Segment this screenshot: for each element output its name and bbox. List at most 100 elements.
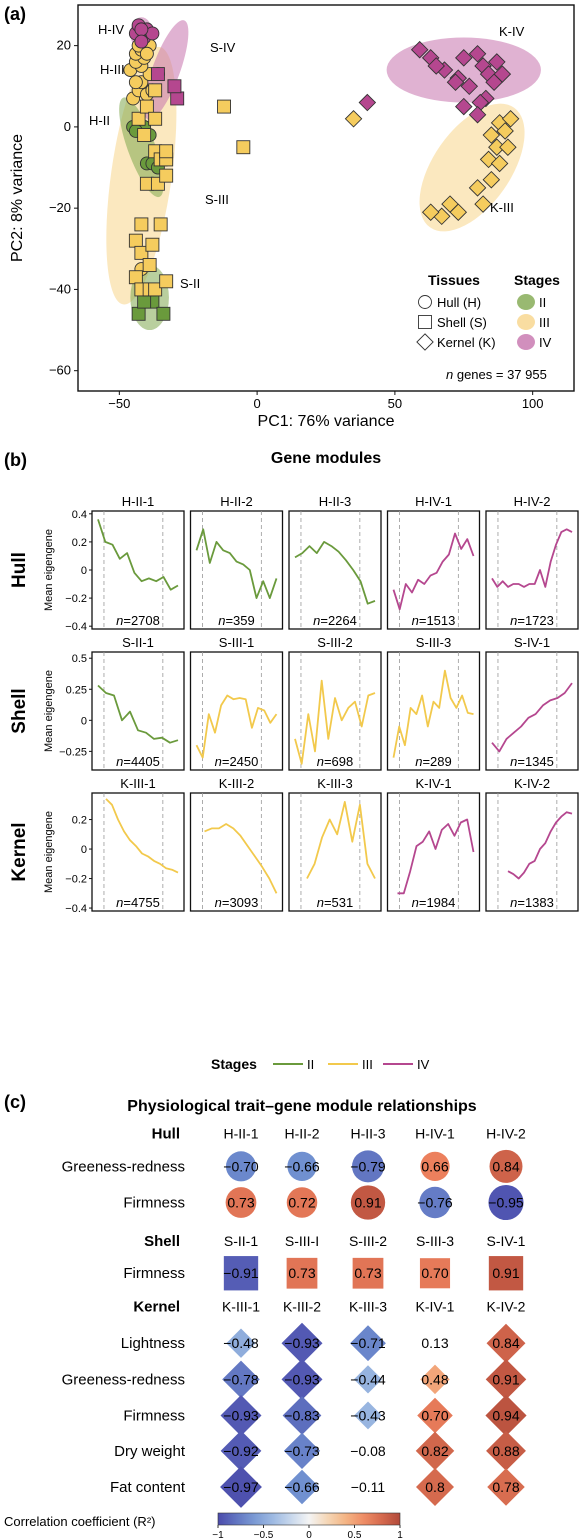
module-column-label: S-II-1 [224, 1233, 258, 1249]
pca-point-shell-II [131, 306, 146, 321]
module-panel-frame [288, 510, 382, 630]
gene-count-n: n [446, 367, 453, 382]
correlation-matrix: Hull H-II-1 H-II-2 H-II-3 H-IV-1 H-IV-2 Greene… [62, 1125, 527, 1508]
pca-point-shell-III [128, 233, 143, 248]
legend-circle-icon [418, 295, 432, 309]
pca-point-kernel-IV [455, 97, 473, 116]
module-title: S-III-2 [317, 635, 352, 650]
module-column-label: S-III-I [285, 1233, 319, 1249]
correlation-value: 0.91 [492, 1371, 519, 1387]
module-gene-count: n=289 [415, 754, 452, 769]
module-eigengene-line [105, 798, 179, 874]
module-y-tick-label: 0.25 [66, 684, 87, 696]
pca-point-shell-III [131, 111, 146, 126]
correlation-value: −0.71 [350, 1335, 386, 1351]
correlation-diamond [353, 1365, 383, 1394]
module-panel-frame [485, 510, 579, 630]
module-panel-frame [386, 792, 481, 912]
legend-stage-II-swatch [517, 294, 535, 310]
module-gene-count: n=3093 [215, 895, 259, 910]
module-gene-count: n=531 [317, 895, 354, 910]
legend-stage-III-swatch [517, 314, 535, 330]
pca-point-kernel-IV [427, 57, 445, 75]
pca-group-label: H-III [100, 62, 125, 77]
pca-point-kernel-III [482, 126, 501, 144]
correlation-circle [419, 1186, 451, 1219]
legend-tissue-label: Kernel (K) [437, 335, 496, 350]
module-title: H-IV-2 [514, 494, 551, 509]
pca-point-shell-III [128, 270, 143, 285]
pca-point-kernel-III [482, 170, 501, 189]
correlation-diamond [281, 1358, 323, 1400]
module-y-axis-label: Mean eigengene [43, 670, 55, 752]
legend-stage-label: IV [417, 1057, 430, 1072]
module-eigengene-line [397, 818, 475, 895]
correlation-diamond [282, 1396, 322, 1435]
module-column-label: H-II-1 [224, 1125, 259, 1141]
legend-diamond-icon [416, 333, 434, 351]
module-title: K-IV-2 [514, 776, 550, 791]
pca-point-shell-IV [167, 79, 182, 94]
pca-point-shell-III [153, 217, 168, 232]
module-column-label: K-IV-2 [487, 1298, 526, 1314]
legend-stage-label: III [539, 315, 550, 330]
module-eigengene-line [306, 801, 376, 879]
pca-point-kernel-III [421, 203, 440, 221]
correlation-diamond [485, 1359, 527, 1400]
legend-stages-title: Stages [514, 272, 560, 288]
module-eigengene-line [491, 528, 573, 588]
y-tick-label: −40 [49, 281, 71, 296]
correlation-square [488, 1256, 524, 1291]
module-y-tick-label: 0 [81, 715, 87, 727]
legend-tissues-title: Tissues [428, 272, 480, 288]
module-column-label: K-IV-1 [416, 1298, 455, 1314]
module-eigengene-line [97, 684, 179, 744]
module-gene-count: n=2264 [313, 613, 357, 628]
correlation-square [286, 1257, 318, 1289]
trait-label: Lightness [121, 1335, 185, 1352]
correlation-value: 0.73 [354, 1265, 381, 1281]
pca-group-label: H-II [89, 113, 110, 128]
module-panel-frame [91, 792, 185, 912]
correlation-diamond [486, 1430, 526, 1471]
legend-stage-label: III [362, 1057, 373, 1072]
colorbar-tick-label: −0.5 [254, 1530, 274, 1539]
module-eigengene-line [392, 669, 474, 758]
pca-point-shell-III [137, 128, 152, 142]
correlation-diamond [354, 1401, 382, 1430]
colorbar-tick-label: 0 [306, 1530, 312, 1539]
pca-point-shell-III [159, 274, 174, 289]
correlation-circle [286, 1187, 318, 1218]
module-panel-frame [189, 792, 284, 912]
module-eigengene-line [294, 679, 376, 765]
pca-point-labels: H-IV H-III H-II S-IV S-III S-II K-IV K-III [89, 22, 525, 291]
correlation-diamond [220, 1466, 262, 1508]
module-row-label: Hull [9, 552, 30, 588]
correlation-diamond [485, 1394, 527, 1437]
pca-point-shell-III [139, 99, 154, 114]
pca-point-kernel-III [501, 110, 520, 128]
x-tick-label: −50 [108, 396, 130, 411]
module-title: H-IV-1 [415, 494, 452, 509]
pca-point-shell-III [236, 140, 251, 155]
trait-label: Fat content [110, 1479, 186, 1496]
pca-point-shell-III [142, 258, 157, 272]
correlation-circle [489, 1149, 523, 1183]
module-gene-count: n=1984 [412, 895, 456, 910]
correlation-value: −0.95 [488, 1195, 524, 1211]
correlation-value: −0.70 [223, 1158, 259, 1174]
module-gene-count: n=1723 [510, 613, 554, 628]
pca-point-shell-IV [170, 91, 185, 106]
pca-points [123, 18, 520, 321]
pca-point-kernel-IV [468, 44, 487, 63]
legend-stage-label: II [307, 1057, 314, 1072]
correlation-value: −0.83 [284, 1407, 320, 1423]
pca-plot-frame [77, 4, 575, 392]
module-panel-frame [91, 651, 185, 771]
module-eigengene-line [204, 823, 278, 894]
module-title: H-II-2 [220, 494, 253, 509]
x-tick-label: 100 [522, 396, 544, 411]
correlation-circle [225, 1187, 257, 1218]
correlation-value: 0.94 [492, 1407, 519, 1423]
pca-group-label: S-III [205, 192, 229, 207]
